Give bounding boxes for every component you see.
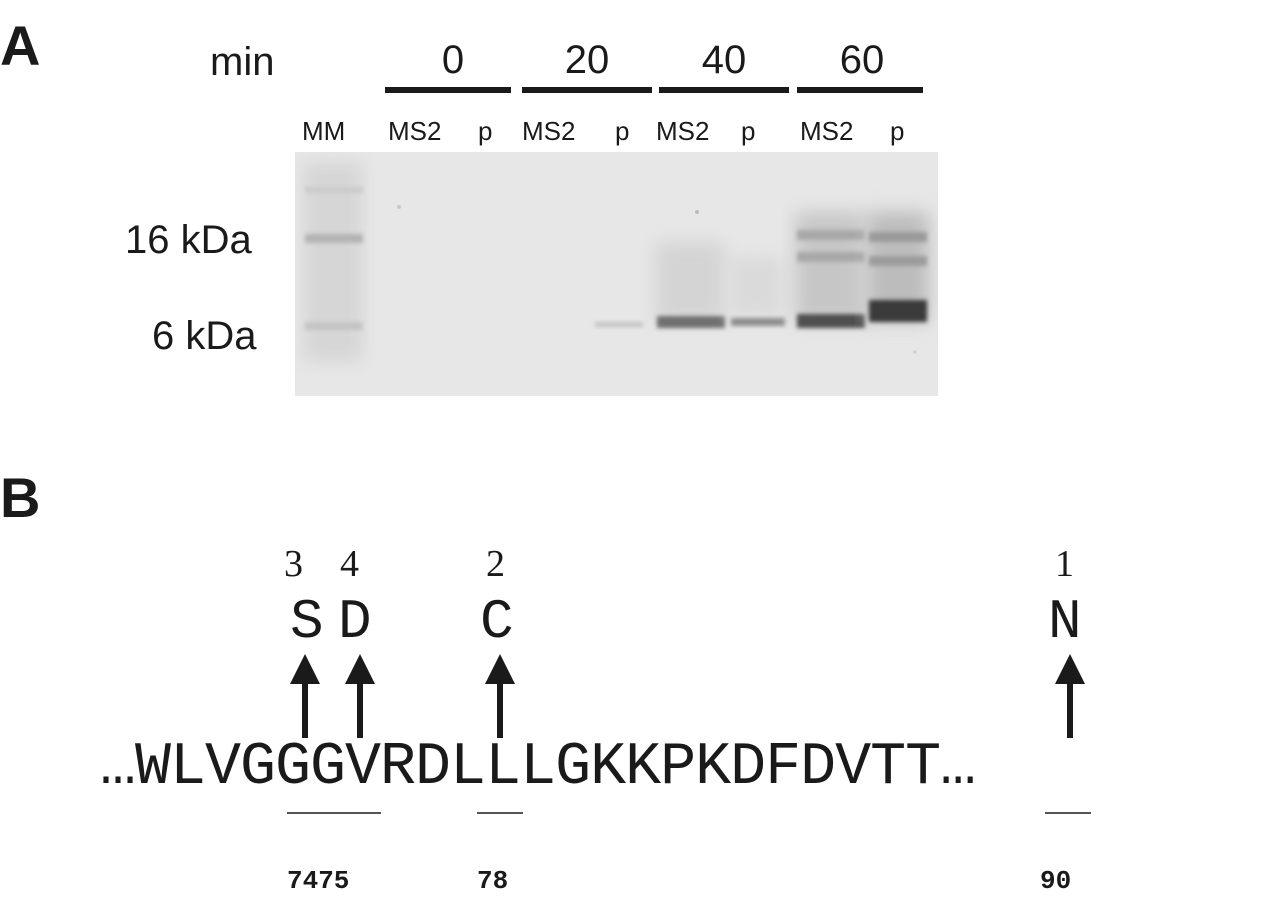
mm-band-top [305,187,363,193]
substitution-c: C [480,590,514,654]
underline-7475 [287,812,381,814]
lane-label-p-40: p [741,116,756,146]
time-label-40: 40 [701,38,747,82]
band-p-20 [595,322,643,327]
lane-label-p-0: p [478,116,493,146]
time-axis-label: min [210,40,275,84]
band-ms2-60-main [797,314,865,328]
lane-label-mm: MM [302,116,346,146]
arrow-up-icon [485,654,515,684]
speck [397,205,401,209]
lane-label-ms2-60: MS2 [800,116,854,146]
marker-6kda: 6 kDa [152,314,257,358]
arrow-up-icon [1055,654,1085,684]
smear-ms2-40 [655,242,725,322]
smear-ms2-60 [795,212,865,322]
underline-78 [477,812,523,814]
smear-p-40 [729,257,785,317]
rank-label-3: 3 [284,543,303,585]
rank-label-2: 2 [486,543,505,585]
arrow-up-icon [345,654,375,684]
underline-90 [1045,812,1091,814]
band-p-40 [731,318,785,326]
time-bar-20 [522,87,652,93]
gel-image [295,152,938,396]
rank-label-4: 4 [340,543,359,585]
band-ms2-60-a [797,230,865,240]
marker-16kda: 16 kDa [125,218,252,262]
band-p-60-b [869,256,927,266]
mm-band-16kda [305,234,363,243]
time-label-0: 0 [441,38,465,82]
arrow-up-icon [290,654,320,684]
substitution-n: N [1048,590,1082,654]
band-ms2-60-b [797,252,865,262]
lane-label-ms2-0: MS2 [388,116,442,146]
time-bar-40 [659,87,789,93]
time-bar-60 [797,87,923,93]
band-p-60-a [869,232,927,242]
rank-label-1: 1 [1055,543,1074,585]
panel-a-label: A [0,14,41,77]
position-7475: 7475 [287,866,350,896]
lane-label-ms2-40: MS2 [656,116,710,146]
band-ms2-40 [657,316,725,328]
band-p-60-main [869,300,927,322]
substitution-d: D [338,590,372,654]
substitution-arrows [290,654,1085,738]
lane-label-p-20: p [615,116,630,146]
time-bar-0 [385,87,511,93]
speck [913,350,917,354]
lane-label-p-60: p [890,116,905,146]
lane-label-ms2-20: MS2 [522,116,576,146]
gel-bands [303,162,929,362]
mm-band-6kda [305,322,363,330]
panel-b-label: B [0,466,41,529]
time-label-20: 20 [564,38,610,82]
time-label-60: 60 [839,38,885,82]
position-90: 90 [1040,866,1072,896]
speck [695,210,699,214]
protein-sequence: …WLVGGGVRDLLLGKKPKDFDVTT… [100,734,976,802]
position-78: 78 [477,866,509,896]
substitution-s: S [290,590,324,654]
